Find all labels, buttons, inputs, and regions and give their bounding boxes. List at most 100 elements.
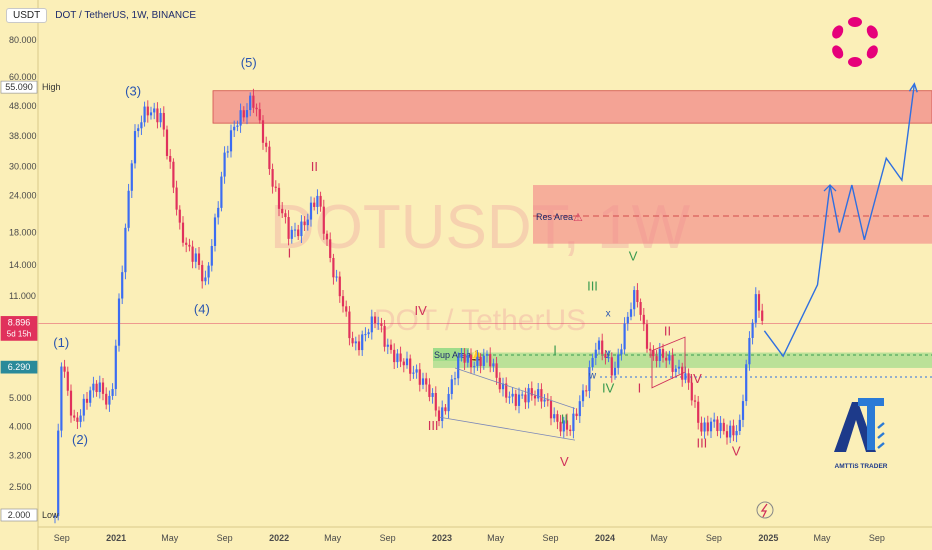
x-tick-label: Sep [706, 533, 722, 543]
candle-body [226, 151, 229, 153]
candle-body [249, 95, 252, 111]
candle-body [156, 108, 159, 123]
candle-body [194, 253, 197, 262]
polkadot-logo-dot [832, 25, 844, 39]
candle-body [463, 354, 466, 363]
candle-body [300, 221, 303, 237]
x-tick-label: May [161, 533, 179, 543]
y-tick-label: 11.000 [9, 291, 36, 301]
candle-body [415, 369, 418, 373]
candle-body [703, 422, 706, 432]
candle-body [514, 393, 517, 406]
x-tick-label: May [487, 533, 505, 543]
candle-body [559, 421, 562, 432]
candle-body [79, 415, 82, 422]
candle-body [303, 221, 306, 226]
res-area-warning-icon: ⚠ [573, 212, 583, 224]
candle-body [636, 290, 639, 303]
wave-labels: (1)(2)(3)(4)(5)IIIIVIIIVIIIIIIIVVxwyIIII… [53, 55, 741, 469]
x-tick-label: May [651, 533, 669, 543]
x-tick-label: Sep [54, 533, 70, 543]
projection-arrowhead [908, 82, 918, 93]
candle-body [98, 382, 101, 393]
candle-body [306, 219, 309, 226]
wave-label: x [606, 308, 611, 319]
candle-body [185, 242, 188, 245]
polkadot-logo-dot [848, 57, 862, 67]
candle-body [735, 431, 738, 436]
candle-body [533, 395, 537, 399]
candle-body [521, 394, 524, 396]
candle-body [562, 420, 565, 432]
watermark-subtitle: DOT / TetherUS [374, 304, 586, 337]
candle-body [633, 290, 636, 310]
candle-body [210, 245, 213, 266]
candle-body [268, 146, 271, 170]
y-tick-label: 24.000 [9, 190, 37, 200]
resistance-zone-top [212, 90, 932, 124]
candle-body [332, 257, 335, 278]
y-tick-label: 48.000 [9, 101, 37, 111]
candle-body [677, 366, 681, 369]
y-tick-label: 18.000 [9, 227, 37, 237]
wave-label: IV [414, 303, 427, 318]
candle-body [613, 367, 617, 376]
candle-body [351, 338, 354, 344]
candle-body [620, 349, 623, 355]
x-tick-label: Sep [380, 533, 396, 543]
amttis-logo-arrows [877, 422, 885, 449]
price-marker-box [0, 316, 38, 341]
candle-body [594, 349, 597, 358]
resistance-area-zone [533, 185, 932, 244]
candle-body [469, 354, 473, 368]
polkadot-logo-dot [866, 25, 878, 39]
candle-body [220, 176, 223, 208]
candle-body [105, 393, 108, 405]
x-tick-label: 2021 [106, 533, 126, 543]
candle-body [159, 112, 162, 123]
candle-body [597, 340, 601, 350]
candle-body [149, 112, 153, 116]
candle-body [181, 222, 185, 243]
candle-body [95, 383, 98, 393]
candle-body [338, 276, 341, 297]
candle-body [82, 398, 85, 416]
wave-label: II [561, 411, 568, 426]
candle-body [207, 265, 210, 278]
sup-area-label: Sup Area [434, 350, 471, 360]
candle-body [89, 390, 92, 403]
candles [53, 88, 764, 524]
candle-body [425, 378, 428, 385]
wave-label: (4) [194, 302, 210, 317]
candle-body [297, 229, 300, 237]
currency-button[interactable]: USDT [6, 7, 48, 23]
candle-body [319, 195, 322, 207]
wave-label: (5) [241, 55, 257, 70]
candle-body [453, 378, 457, 380]
candle-body [66, 371, 69, 391]
candle-body [287, 217, 290, 239]
candle-body [626, 316, 629, 324]
candle-body [540, 389, 543, 402]
symbol-line: DOT / TetherUS, 1W, BINANCE [55, 9, 197, 21]
wave-label: I [638, 381, 642, 396]
candle-body [479, 356, 482, 366]
price-marker-value: 8.896 [8, 317, 31, 327]
candle-body [444, 407, 447, 412]
x-tick-label: 2024 [595, 533, 615, 543]
candle-body [111, 389, 114, 396]
candle-body [405, 358, 409, 366]
wave-label: V [629, 248, 638, 263]
y-tick-label: 2.500 [9, 482, 32, 492]
candle-body [76, 417, 79, 422]
wave-label: (3) [125, 84, 141, 99]
candle-body [668, 355, 671, 361]
channel-box [651, 336, 686, 389]
candle-body [396, 353, 399, 363]
candle-body [466, 354, 469, 363]
candle-body [645, 324, 649, 349]
candle-body [642, 314, 645, 325]
candle-body [729, 425, 732, 438]
